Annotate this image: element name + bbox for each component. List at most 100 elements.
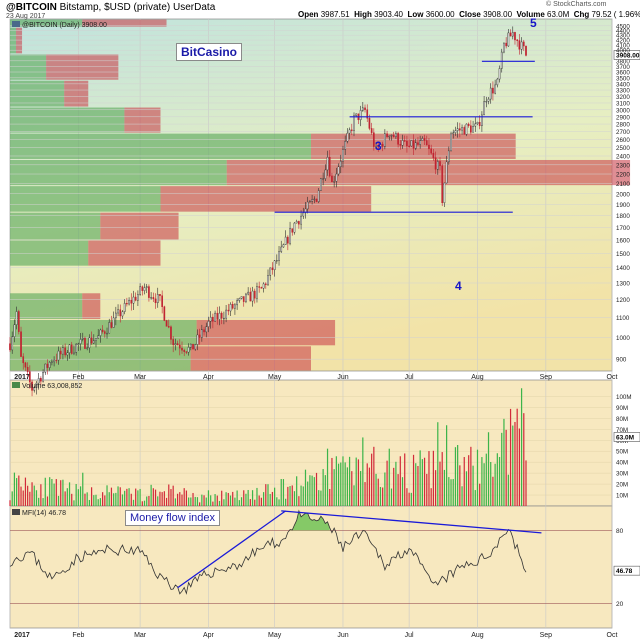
x-tick-label-bottom: Jul (405, 632, 414, 639)
candle-body (311, 199, 313, 202)
last-price-box (613, 50, 640, 60)
volume-bar (417, 465, 419, 506)
volume-bar (150, 484, 152, 506)
volume-bar (271, 491, 274, 506)
wave-5-label: 5 (530, 16, 537, 30)
volume-bar (454, 447, 457, 506)
candle-body (452, 132, 455, 135)
candle-body (333, 181, 335, 183)
volume-bar (168, 484, 170, 506)
candle-body (509, 32, 512, 37)
candle-body (84, 338, 86, 349)
volume-bar (274, 487, 276, 506)
price-tick-label: 4300 (616, 33, 630, 40)
candle-body (342, 149, 344, 162)
candle-body (108, 322, 111, 334)
x-tick-label-bottom: May (268, 632, 282, 639)
candle-body (141, 286, 144, 291)
symbol: @BITCOIN (6, 2, 57, 13)
volume-tick-label: 10M (616, 493, 628, 500)
candle-body (386, 133, 388, 138)
candle-body (59, 350, 62, 355)
candle-body (185, 351, 188, 353)
volume-bars (9, 388, 527, 506)
volume-bar (523, 413, 525, 506)
volume-bar (22, 490, 24, 506)
volume-bar (108, 492, 110, 506)
volume-bar (176, 493, 179, 506)
open-value: 3987.51 (320, 10, 350, 19)
vbp-down-bar (124, 107, 161, 133)
volume-bar (243, 490, 245, 506)
vbp-down-bar (82, 293, 101, 319)
candle-body (53, 359, 55, 363)
volume-bar (302, 486, 304, 506)
volume-tick-label: 30M (616, 471, 628, 478)
volume-bar (221, 490, 223, 506)
volume-bar (154, 489, 157, 506)
volume-bar (183, 488, 185, 506)
candle-body (406, 140, 408, 147)
vbp-down-bar (88, 240, 161, 266)
candle-body (207, 321, 210, 327)
volume-bar (490, 462, 492, 506)
mfi-legend-swatch (12, 509, 20, 515)
mfi-tick-label: 80 (616, 528, 624, 535)
wave-4-label: 4 (455, 279, 462, 293)
volume-bar (331, 457, 333, 506)
price-tick-label: 1300 (616, 280, 630, 287)
x-tick-label: 2017 (14, 374, 30, 381)
volume-bar (382, 487, 384, 506)
candle-body (88, 337, 91, 349)
volume-bar (443, 469, 446, 506)
candle-body (170, 326, 172, 340)
candle-body (240, 296, 243, 299)
candle-body (289, 228, 291, 244)
candle-body (459, 128, 461, 131)
volume-bar (492, 476, 494, 506)
volume-bar (355, 457, 357, 506)
volume-bar (9, 500, 11, 506)
candle-body (525, 45, 527, 56)
volume-axis: 10M20M30M40M50M60M70M80M90M100M63.0M (10, 394, 640, 500)
candle-body (143, 287, 146, 291)
candle-body (412, 140, 415, 149)
candle-body (238, 298, 241, 301)
volume-bar (463, 457, 465, 506)
candle-body (115, 312, 117, 319)
candle-body (249, 291, 252, 302)
panel-legends: @BITCOIN (Daily) 3908.00 Volume 63,008,85… (12, 21, 107, 517)
price-tick-label: 3000 (616, 107, 630, 114)
price-tick-label: 1600 (616, 237, 630, 244)
candle-body (22, 356, 25, 364)
candle-body (271, 267, 274, 271)
candle-body (361, 107, 364, 111)
volume-bar (311, 475, 313, 506)
volume-bar (57, 495, 60, 506)
candle-body (443, 182, 446, 204)
candle-body (51, 361, 53, 363)
volume-bar (13, 472, 16, 506)
volume-bar (163, 491, 165, 506)
candle-body (101, 329, 104, 332)
candle-body (350, 129, 353, 131)
volume-bar (465, 471, 468, 506)
candle-body (295, 221, 298, 224)
volume-bar (210, 495, 212, 506)
candle-body (284, 236, 287, 245)
volume-bar (104, 495, 106, 506)
candle-body (48, 362, 51, 368)
candle-body (92, 340, 95, 344)
candle-body (161, 295, 163, 307)
last-price-label: 3908.00 (616, 53, 640, 60)
candle-body (201, 329, 203, 338)
volume-bar (309, 475, 311, 506)
candle-body (487, 98, 490, 102)
x-tick-label-bottom: Apr (203, 632, 215, 639)
candle-body (35, 382, 38, 388)
volume-bar (452, 479, 454, 506)
candle-body (392, 134, 395, 138)
last-mfi-label: 46.78 (616, 568, 633, 575)
candle-body (293, 222, 296, 233)
volume-bar (68, 482, 71, 506)
